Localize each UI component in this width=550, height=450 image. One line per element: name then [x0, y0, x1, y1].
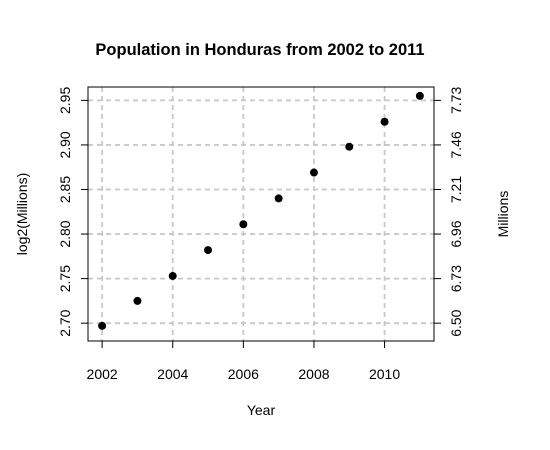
y-tick-label: 2.75 — [57, 265, 73, 292]
grid — [88, 87, 434, 341]
data-point — [274, 194, 283, 203]
x-tick-label: 2008 — [298, 366, 329, 382]
y2-tick-label: 6.73 — [448, 265, 464, 292]
axes: 2002 2004 2006 2008 2010 2.70 2.75 2.80 2.85 2.90… — [57, 87, 464, 382]
x-tick-label: 2002 — [87, 366, 118, 382]
y2-tick-label: 7.46 — [448, 131, 464, 158]
y2-tick-label: 7.73 — [448, 87, 464, 114]
y2-tick-label: 6.50 — [448, 309, 464, 336]
data-point — [309, 168, 318, 177]
y-tick-label: 2.85 — [57, 176, 73, 203]
data-point — [133, 296, 142, 305]
chart-title: Population in Honduras from 2002 to 2011 — [95, 41, 424, 59]
y-tick-label: 2.80 — [57, 220, 73, 247]
data-point — [415, 91, 424, 100]
y-tick-label: 2.70 — [57, 309, 73, 336]
x-tick-label: 2010 — [369, 366, 400, 382]
data-point — [98, 321, 107, 330]
y-axis-label: log2(Millions) — [14, 173, 30, 255]
y-tick-label: 2.90 — [57, 131, 73, 158]
x-axis-label: Year — [247, 402, 276, 418]
y2-axis-label: Millions — [495, 191, 511, 238]
data-point — [380, 117, 389, 126]
data-point — [168, 271, 177, 280]
data-point — [239, 220, 248, 229]
x-tick-label: 2004 — [157, 366, 188, 382]
data-point — [204, 246, 213, 255]
y-tick-label: 2.95 — [57, 87, 73, 114]
y2-tick-label: 6.96 — [448, 220, 464, 247]
data-point — [345, 142, 354, 151]
data-points — [98, 91, 424, 330]
y2-tick-label: 7.21 — [448, 176, 464, 203]
x-tick-label: 2006 — [228, 366, 259, 382]
